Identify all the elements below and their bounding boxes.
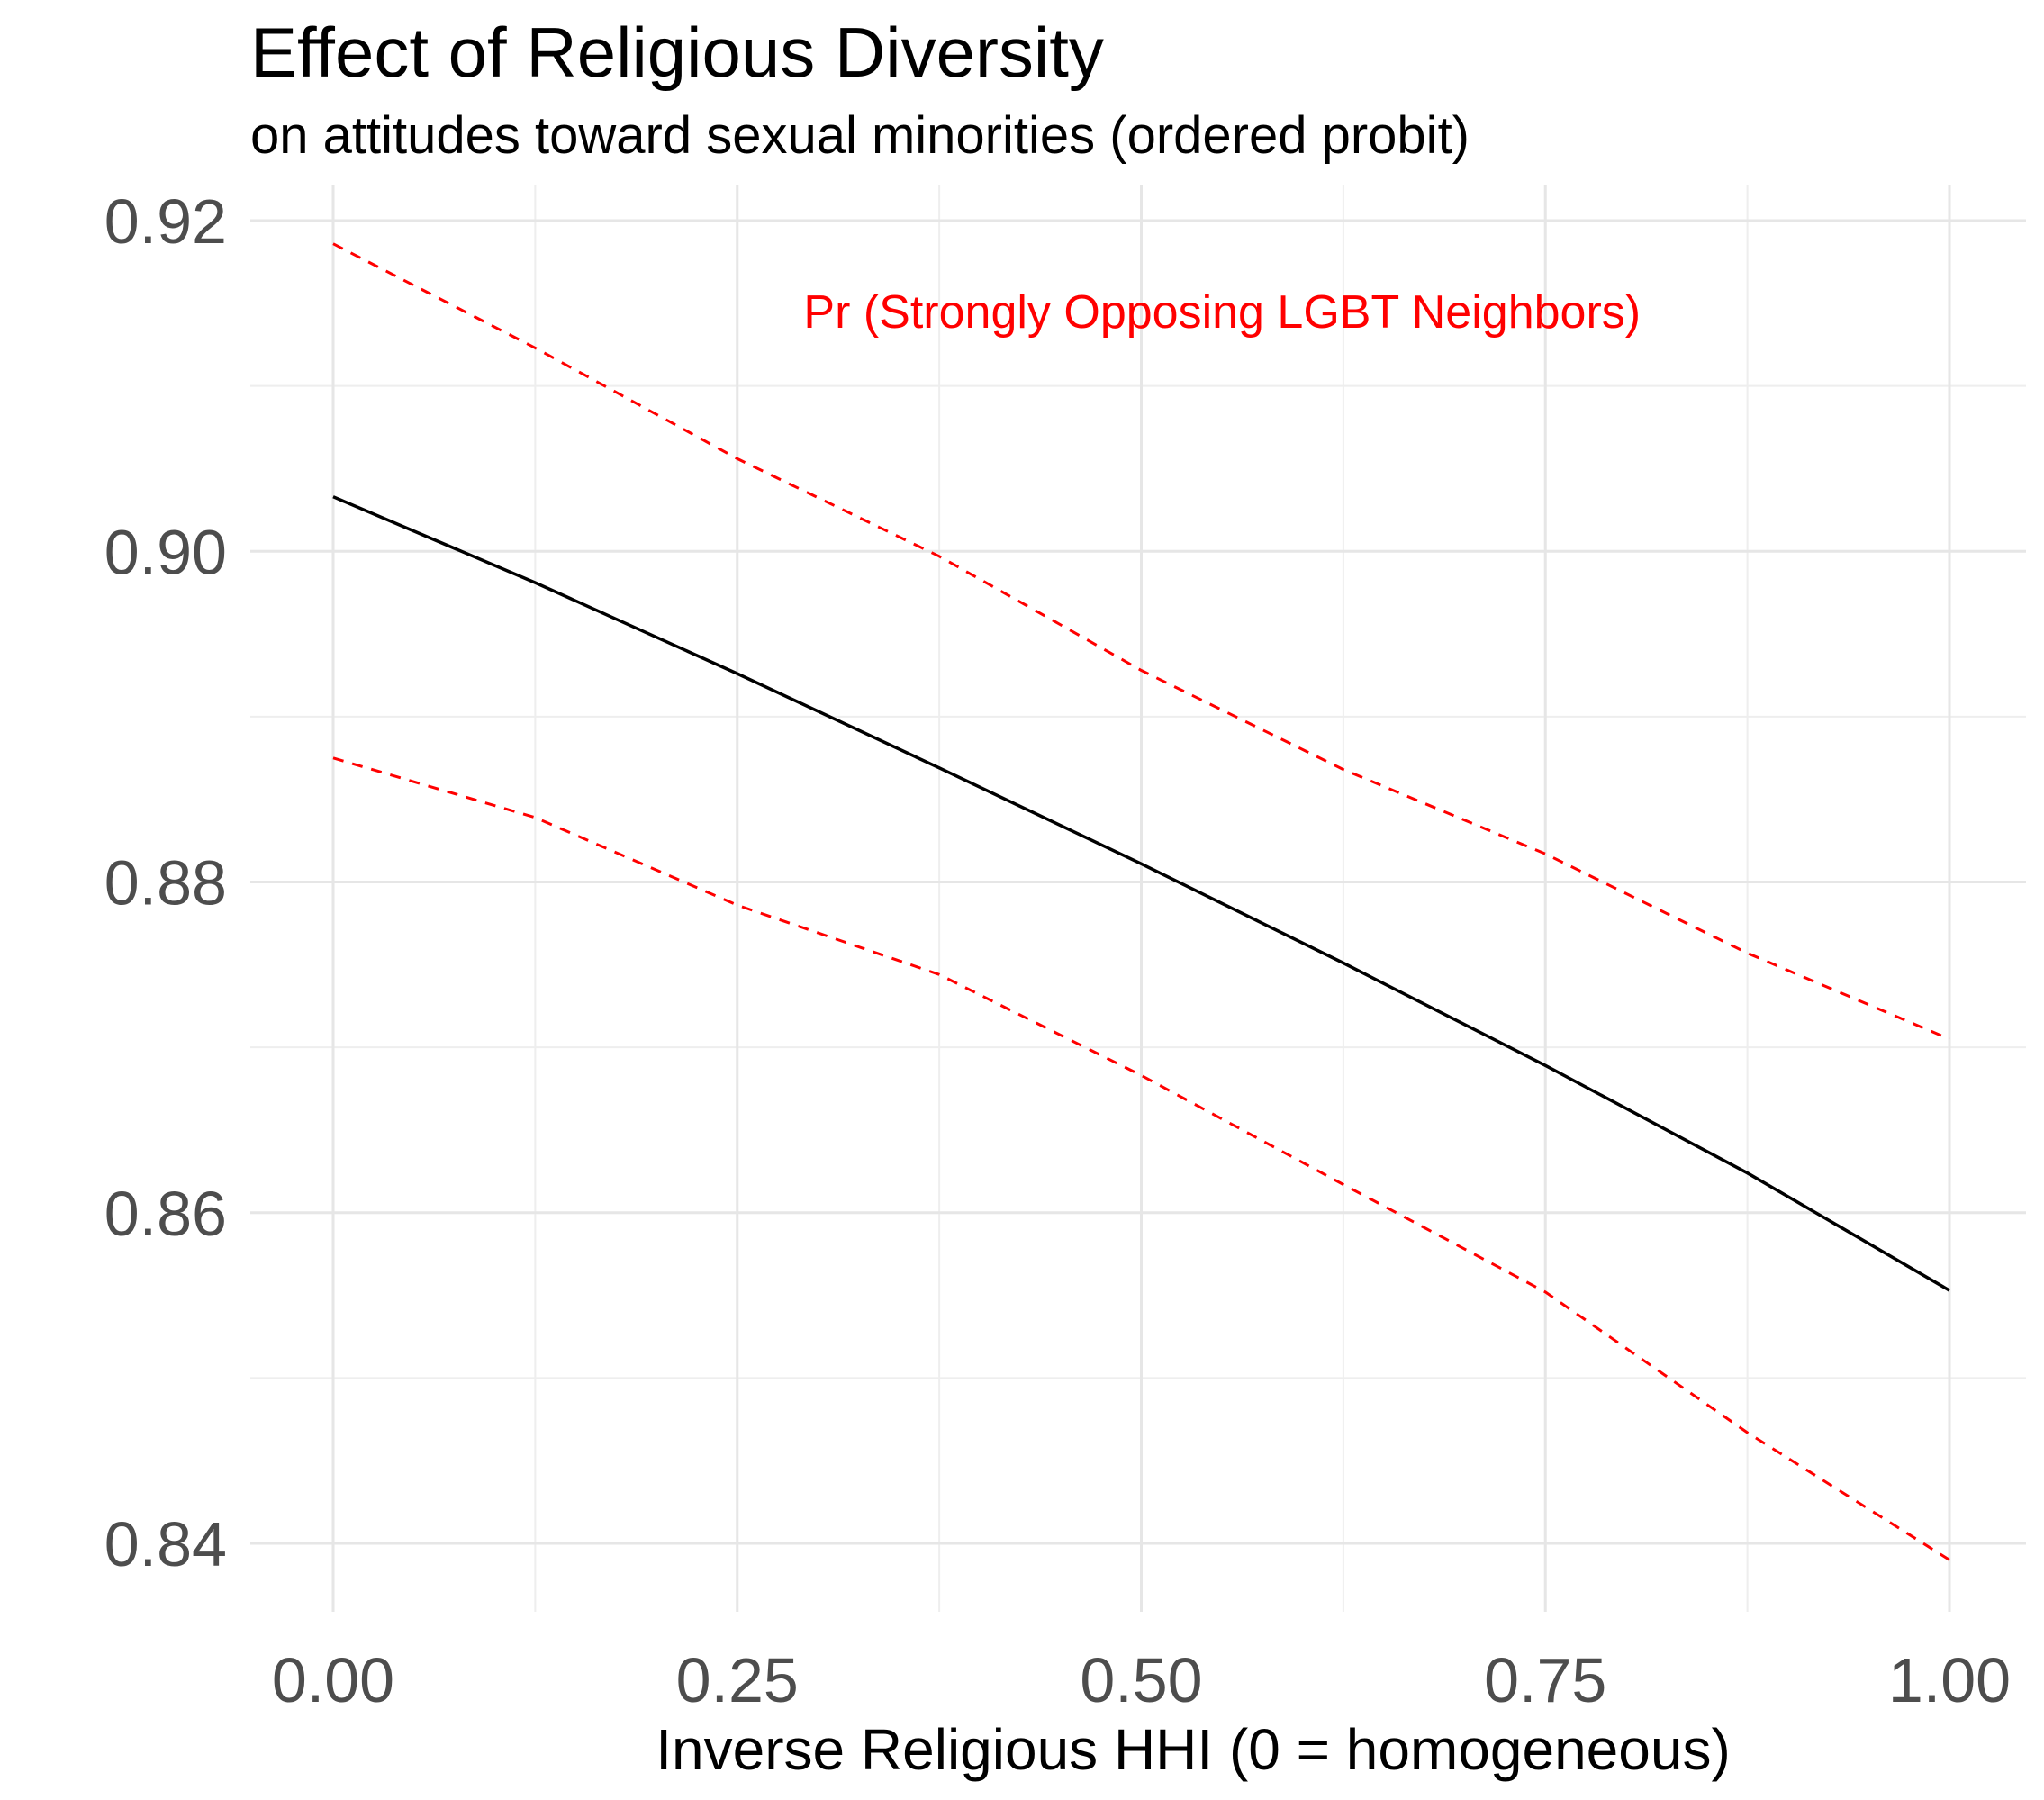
x-axis-label: Inverse Religious HHI (0 = homogeneous): [656, 1717, 1731, 1782]
x-tick-label: 0.00: [272, 1645, 394, 1715]
x-axis-ticks: 0.00 0.25 0.50 0.75 1.00: [272, 1645, 2011, 1715]
y-tick-label: 0.92: [104, 186, 227, 257]
y-tick-label: 0.88: [104, 848, 227, 918]
chart-subtitle: on attitudes toward sexual minorities (o…: [250, 106, 1470, 165]
annotation-label: Pr (Strongly Opposing LGBT Neighbors): [803, 286, 1641, 339]
y-tick-label: 0.86: [104, 1179, 227, 1249]
y-tick-label: 0.90: [104, 517, 227, 587]
grid: [250, 185, 2026, 1612]
y-tick-label: 0.84: [104, 1509, 227, 1579]
y-axis-ticks: 0.84 0.86 0.88 0.90 0.92: [104, 186, 227, 1579]
x-tick-label: 0.25: [676, 1645, 799, 1715]
series-lines: [332, 242, 1950, 1561]
x-tick-label: 0.50: [1080, 1645, 1202, 1715]
series-line-estimate: [332, 495, 1950, 1292]
series-line-lower: [332, 756, 1950, 1561]
x-tick-label: 1.00: [1888, 1645, 2011, 1715]
chart-title: Effect of Religious Diversity: [250, 13, 1104, 92]
series-line-upper: [332, 242, 1950, 1041]
x-tick-label: 0.75: [1484, 1645, 1606, 1715]
